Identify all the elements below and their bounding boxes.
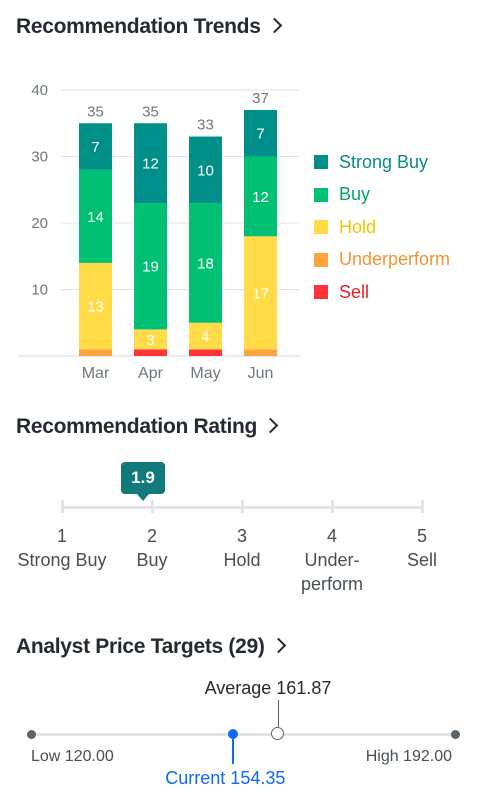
bar-segment [244, 236, 277, 350]
legend-swatch [314, 155, 328, 170]
rating-scale-number: 3 [236, 526, 247, 546]
legend-item: Sell [314, 276, 450, 309]
chevron-right-icon [266, 17, 282, 34]
y-tick-label: 10 [31, 282, 48, 299]
bar-segment [134, 329, 167, 350]
x-tick-label: Jun [248, 365, 274, 382]
bar-value-label: 19 [142, 259, 159, 276]
bar-segment [244, 156, 277, 237]
current-price-label: Current 154.35 [165, 768, 286, 788]
legend-label: Buy [339, 184, 371, 205]
bar-segment [79, 123, 112, 170]
low-target-dot [27, 730, 36, 739]
rating-scale-label: 5 Sell [372, 524, 472, 572]
recommendation-trends-title[interactable]: Recommendation Trends [16, 15, 282, 39]
bar-segment [189, 203, 222, 323]
rating-value-badge: 1.9 [121, 462, 165, 501]
bar-total-label: 33 [197, 117, 214, 134]
bar-value-label: 17 [252, 285, 269, 302]
bar-value-label: 14 [87, 209, 104, 226]
rating-scale-number: 4 [326, 526, 337, 546]
current-price-line [232, 738, 235, 764]
rating-scale-number: 2 [146, 526, 157, 546]
recommendation-rating-title[interactable]: Recommendation Rating [16, 415, 279, 439]
analyst-price-targets-title[interactable]: Analyst Price Targets (29) [16, 635, 286, 659]
bar-segment [244, 349, 277, 356]
legend-swatch [314, 220, 328, 235]
y-tick-label: 30 [31, 149, 48, 166]
rating-scale-tick [61, 500, 64, 513]
chart-legend: Strong Buy Buy Hold Underperform Sell [314, 146, 450, 309]
legend-item: Underperform [314, 244, 450, 277]
legend-label: Underperform [339, 249, 451, 270]
rating-scale-label: 4 Under-perform [282, 524, 382, 596]
chevron-right-icon [262, 417, 279, 434]
rating-scale-tick [421, 500, 424, 513]
legend-swatch [314, 252, 328, 267]
rating-scale-text: Under-perform [300, 550, 363, 594]
analyst-price-targets-label: Analyst Price Targets (29) [16, 635, 265, 658]
bar-segment [134, 123, 167, 204]
bar-value-label: 13 [87, 299, 104, 316]
rating-scale-tick [151, 500, 154, 513]
bar-value-label: 10 [197, 162, 214, 179]
legend-swatch [314, 187, 328, 202]
x-tick-label: Mar [82, 365, 110, 382]
bar-segment [244, 109, 277, 157]
bar-value-label: 4 [201, 329, 209, 346]
rating-scale-text: Buy [136, 550, 168, 570]
bar-segment [189, 136, 222, 204]
x-tick-label: Apr [138, 365, 164, 382]
bar-total-label: 35 [142, 103, 159, 120]
recommendation-trends-label: Recommendation Trends [16, 15, 261, 38]
legend-swatch [314, 285, 328, 300]
rating-scale-label: 1 Strong Buy [12, 524, 112, 572]
bar-value-label: 12 [142, 156, 159, 173]
bar-segment [189, 322, 222, 350]
rating-scale-label: 3 Hold [192, 524, 292, 572]
bar-segment [79, 349, 112, 356]
y-tick-label: 20 [31, 215, 48, 232]
bar-value-label: 7 [256, 126, 264, 143]
average-target-line [277, 700, 279, 727]
high-target-label: High 192.00 [365, 748, 452, 765]
bar-segment [134, 203, 167, 330]
recommendation-rating-label: Recommendation Rating [16, 415, 258, 438]
bar-value-label: 18 [197, 255, 214, 272]
legend-item: Hold [314, 211, 450, 244]
rating-scale-tick [241, 500, 244, 513]
bar-segment [189, 349, 222, 356]
rating-scale-text: Hold [223, 550, 261, 570]
chevron-right-icon [270, 637, 286, 654]
rating-scale-number: 1 [56, 526, 67, 546]
bar-value-label: 12 [252, 189, 269, 206]
x-tick-label: May [190, 365, 220, 382]
legend-item: Buy [314, 179, 450, 212]
bar-segment [79, 169, 112, 263]
price-target-current-range [31, 733, 234, 736]
bar-value-label: 7 [91, 139, 99, 156]
rating-scale-text: Strong Buy [17, 550, 107, 570]
bar-value-label: 3 [146, 332, 154, 349]
legend-item: Strong Buy [314, 146, 450, 179]
high-target-dot [451, 730, 460, 739]
recommendation-trends-chart: 10 20 30 40 13 14 7 35 Mar 3 19 12 35 Apr 4 18 10 33 May 17… [18, 82, 300, 382]
average-target-label: Average 161.87 [204, 678, 332, 698]
rating-scale-label: 2 Buy [102, 524, 202, 572]
rating-scale-text: Sell [406, 550, 437, 570]
bar-segment [134, 349, 167, 356]
bar-total-label: 35 [87, 103, 104, 120]
rating-scale-tick [331, 500, 334, 513]
rating-scale-number: 5 [416, 526, 427, 546]
price-target-track [31, 733, 455, 736]
legend-label: Hold [339, 216, 377, 237]
legend-label: Strong Buy [339, 151, 429, 172]
y-tick-label: 40 [31, 82, 48, 99]
average-target-marker [270, 727, 284, 740]
current-price-dot [228, 729, 239, 739]
low-target-label: Low 120.00 [31, 748, 114, 765]
bar-segment [79, 262, 112, 350]
legend-label: Sell [339, 281, 370, 302]
bar-total-label: 37 [252, 90, 269, 107]
